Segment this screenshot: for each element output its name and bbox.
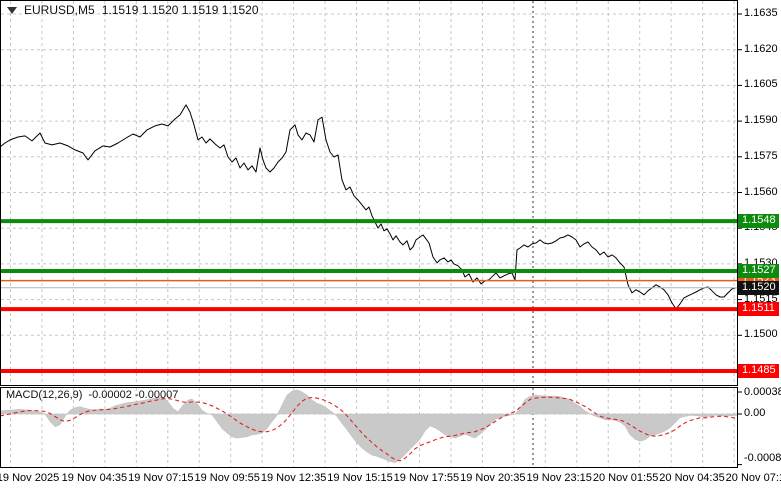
time-label: 19 Nov 12:35 — [260, 472, 327, 484]
macd-tick-label: -0.0008 — [744, 452, 781, 464]
price-tick-label: 1.1635 — [744, 7, 778, 19]
time-label: 19 Nov 2025 — [0, 472, 60, 484]
macd-panel-border — [0, 387, 738, 468]
time-label: 20 Nov 01:55 — [592, 472, 659, 484]
time-label: 19 Nov 09:55 — [194, 472, 260, 484]
macd-values: -0.00002 -0.00007 — [88, 389, 179, 401]
time-label: 19 Nov 07:15 — [128, 472, 194, 484]
chart-title: EURUSD,M5 1.1519 1.1520 1.1519 1.1520 — [7, 3, 259, 17]
price-tick-label: 1.1515 — [744, 292, 778, 305]
time-label: 20 Nov 04:35 — [659, 472, 725, 484]
time-label: 19 Nov 15:15 — [327, 472, 393, 484]
macd-histogram-area — [0, 389, 738, 463]
price-tick-label: 1.1620 — [744, 42, 778, 55]
price-level-badge-1.1548: 1.1548 — [738, 214, 779, 229]
price-tick-label: 1.1500 — [744, 328, 778, 341]
macd-tick-label: 0.00 — [744, 407, 766, 419]
price-level-badge-1.1511: 1.1511 — [738, 302, 779, 317]
symbol-period-label: EURUSD,M5 — [24, 3, 95, 17]
time-label: 19 Nov 23:15 — [526, 472, 592, 484]
price-tick-label: 1.1575 — [744, 149, 778, 162]
ohlc-values: 1.1519 1.1520 1.1519 1.1520 — [101, 3, 259, 17]
macd-signal-line — [0, 396, 738, 462]
macd-tick-label: 0.00038 — [744, 386, 781, 398]
time-label: 19 Nov 17:55 — [393, 472, 460, 484]
macd-indicator-label: MACD(12,26,9) -0.00002 -0.00007 — [6, 389, 178, 401]
current-price-badge: 1.1520 — [738, 280, 779, 295]
price-tick-label: 1.1590 — [744, 114, 778, 127]
price-tick-label: 1.1605 — [744, 78, 778, 91]
time-label: 19 Nov 20:35 — [460, 472, 526, 484]
price-level-badge-1.1485: 1.1485 — [738, 364, 779, 378]
price-line — [0, 104, 737, 310]
price-level-badge-1.1527: 1.1527 — [738, 264, 779, 278]
price-tick-label: 1.1560 — [744, 185, 778, 198]
time-label: 19 Nov 04:35 — [61, 472, 128, 484]
macd-name: MACD(12,26,9) — [6, 389, 83, 401]
time-label: 20 Nov 07:15 — [725, 472, 781, 484]
symbol-dropdown-icon[interactable] — [7, 6, 17, 14]
